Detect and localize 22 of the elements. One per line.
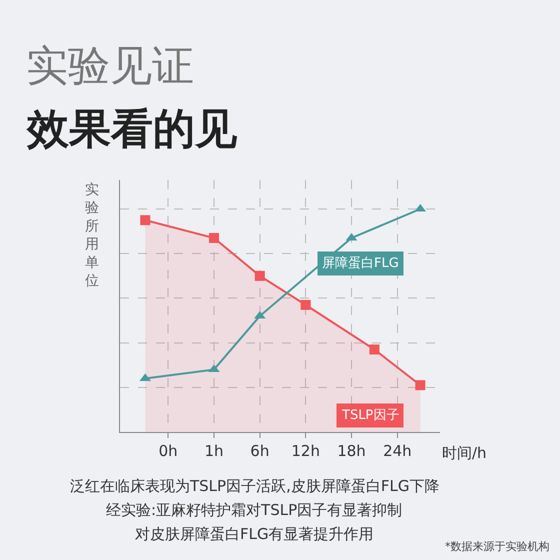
x-tick-label: 0h [158,442,178,460]
point [208,232,219,243]
x-tick-label: 12h [291,442,320,460]
x-tick-label: 6h [250,442,270,460]
x-axis-title: 时间/h [442,444,487,462]
y-axis-title: 实验所用单位 [85,182,99,289]
text: 泛红在临床表现为TSLP因子活跃,皮肤屏障蛋白FLG下降 [70,477,440,495]
text: 对皮肤屏障蛋白FLG有显著提升作用 [135,525,374,543]
point [254,270,265,281]
chart-subtitle: 效果看的见 [26,104,238,153]
x-tick-label: 1h [204,442,224,460]
text: 经实验:亚麻籽特护霜对TSLP因子有显著抑制 [106,501,402,519]
point [369,344,380,354]
x-tick-label: 18h [337,442,366,460]
point [300,300,311,310]
x-tick-label: 24h [383,442,412,460]
chart-title: 实验见证 [26,41,194,90]
text: *数据来源于实验机构 [445,540,550,553]
point [140,215,150,226]
point [415,380,426,390]
series-label: TSLP因子 [341,408,400,423]
series-label: 屏障蛋白FLG [322,256,399,271]
